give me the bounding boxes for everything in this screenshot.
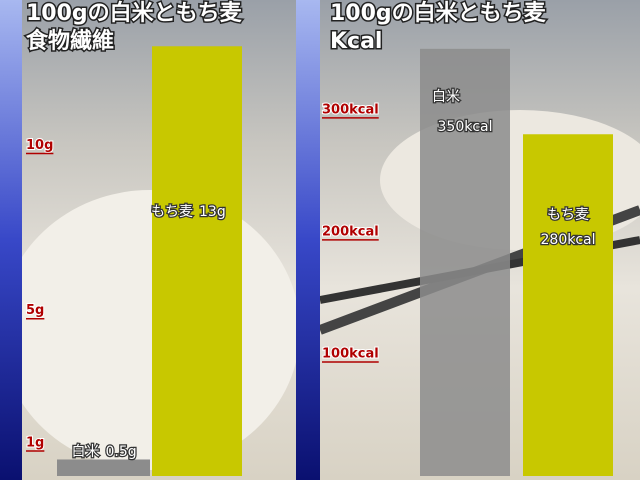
- bar-category: 白米: [432, 89, 460, 105]
- bar-value-label: 350kcal: [438, 119, 493, 135]
- side-strip: [0, 0, 22, 480]
- chart-subtitle: 食物繊維: [26, 28, 114, 54]
- bar: [152, 46, 242, 477]
- rice-bowl: [0, 190, 300, 470]
- chart-title: 100gの白米ともち麦: [330, 0, 547, 26]
- y-tick-label: 300kcal: [322, 102, 379, 117]
- y-tick-label: 200kcal: [322, 224, 379, 239]
- bar: [57, 459, 150, 476]
- bar: [523, 134, 613, 476]
- bar-category: 白米: [72, 444, 100, 460]
- chart-title: 100gの白米ともち麦: [26, 0, 243, 26]
- bar-value-label: 0.5g: [106, 444, 137, 460]
- y-tick-label: 10g: [26, 138, 53, 153]
- y-tick-label: 1g: [26, 435, 44, 450]
- bar-category: もち麦: [151, 204, 193, 220]
- chart-subtitle: Kcal: [330, 29, 382, 54]
- bar-value-label: 13g: [199, 204, 226, 220]
- bar: [420, 48, 510, 476]
- bar-value-label: 280kcal: [541, 232, 596, 248]
- side-strip: [296, 0, 320, 480]
- y-tick-label: 5g: [26, 303, 44, 318]
- bar-category: もち麦: [547, 207, 589, 223]
- y-tick-label: 100kcal: [322, 346, 379, 361]
